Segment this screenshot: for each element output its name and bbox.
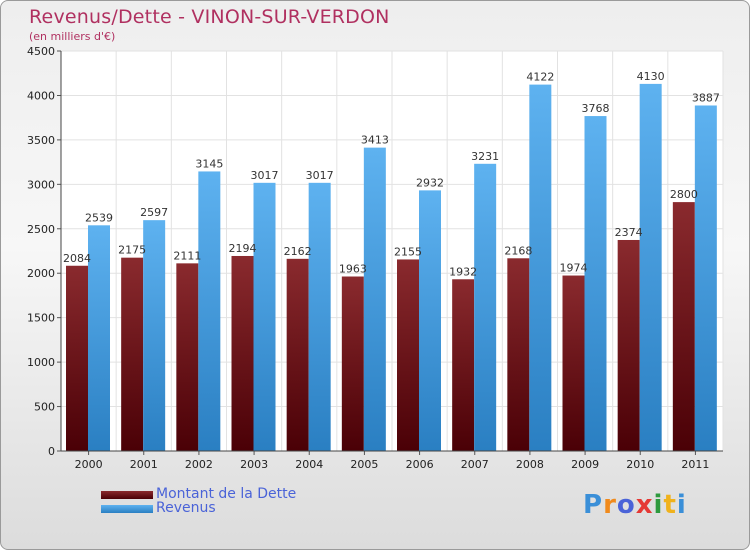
logo-letter: x: [635, 490, 654, 520]
logo-letter: t: [663, 490, 677, 520]
bars-layer: [66, 83, 717, 452]
value-label-revenue: 4122: [526, 71, 554, 84]
logo-letter: i: [676, 490, 687, 520]
y-tick-label: 1000: [27, 356, 55, 369]
value-label-debt: 2175: [118, 244, 146, 257]
value-label-debt: 2155: [394, 245, 422, 258]
value-label-revenue: 3231: [471, 150, 499, 163]
value-label-revenue: 2597: [140, 206, 168, 219]
bar-revenue: [198, 171, 221, 451]
bar-debt: [397, 259, 419, 451]
value-label-debt: 2111: [173, 249, 201, 262]
value-label-revenue: 2932: [416, 176, 444, 189]
bar-debt: [672, 202, 695, 451]
value-label-debt: 1932: [449, 265, 477, 278]
value-label-revenue: 3887: [692, 91, 720, 104]
bar-debt: [66, 265, 88, 451]
proxiti-logo: Proxiti: [583, 490, 687, 520]
value-label-revenue: 3017: [251, 169, 279, 182]
value-label-debt: 2162: [284, 245, 312, 258]
x-tick-label: 2007: [461, 458, 489, 471]
bar-revenue: [584, 116, 607, 452]
bar-debt: [452, 279, 475, 451]
y-tick-label: 2000: [27, 267, 55, 280]
value-label-revenue: 4130: [637, 70, 665, 83]
x-tick-label: 2000: [75, 458, 103, 471]
value-label-revenue: 3145: [195, 157, 223, 170]
value-label-revenue: 3768: [582, 102, 610, 115]
bar-revenue: [88, 225, 110, 451]
legend-swatch-debt: [101, 491, 153, 499]
bar-debt: [121, 257, 144, 451]
bar-revenue: [639, 83, 662, 451]
y-tick-label: 3500: [27, 134, 55, 147]
x-tick-label: 2003: [240, 458, 268, 471]
legend-label-revenue: Revenus: [156, 500, 216, 516]
bar-debt: [617, 239, 640, 451]
x-tick-label: 2002: [185, 458, 213, 471]
axis-layer: 0 500 1000 1500 2000 2500 3000 3500 4000 4500 2000…: [27, 45, 723, 471]
y-tick-label: 500: [34, 401, 55, 414]
bar-debt: [231, 255, 254, 451]
bar-debt: [507, 258, 530, 451]
logo-letter: P: [583, 490, 604, 520]
chart-title: Revenus/Dette - VINON-SUR-VERDON: [29, 6, 390, 28]
value-label-revenue: 3017: [306, 169, 334, 182]
legend-swatch-revenue: [101, 505, 153, 513]
y-tick-label: 3000: [27, 178, 55, 191]
value-label-revenue: 2539: [85, 211, 113, 224]
x-tick-label: 2009: [571, 458, 599, 471]
value-label-debt: 2084: [63, 252, 91, 265]
legend-label-debt: Montant de la Dette: [156, 486, 297, 502]
x-tick-label: 2011: [681, 458, 709, 471]
bar-revenue: [694, 105, 717, 451]
x-tick-label: 2006: [406, 458, 434, 471]
bar-revenue: [363, 147, 386, 451]
value-label-revenue: 3413: [361, 134, 389, 147]
bar-debt: [341, 276, 364, 451]
x-tick-label: 2004: [295, 458, 323, 471]
grid-layer: [60, 50, 724, 452]
bar-debt: [176, 263, 199, 451]
bar-revenue: [143, 220, 166, 451]
bar-debt: [562, 275, 585, 451]
y-tick-label: 1500: [27, 312, 55, 325]
x-tick-label: 2010: [626, 458, 654, 471]
bar-revenue: [419, 190, 441, 451]
value-label-debt: 2800: [670, 188, 698, 201]
labels-layer: 2084 2539 2175 2597 2111 3145 2194 3017 2162 3017…: [63, 70, 720, 278]
chart-subtitle: (en milliers d'€): [29, 30, 116, 43]
y-tick-label: 0: [48, 445, 55, 458]
value-label-debt: 1963: [339, 263, 367, 276]
logo-letter: o: [616, 490, 636, 520]
y-tick-label: 4000: [27, 89, 55, 102]
value-label-debt: 2168: [504, 244, 532, 257]
bar-revenue: [474, 163, 497, 452]
bar-revenue: [253, 182, 276, 452]
logo-letter: i: [653, 490, 664, 520]
y-tick-label: 2500: [27, 223, 55, 236]
bar-debt: [286, 258, 309, 451]
value-label-debt: 2374: [615, 226, 643, 239]
bar-revenue: [308, 182, 331, 452]
value-label-debt: 1974: [560, 262, 588, 275]
x-tick-label: 2001: [130, 458, 158, 471]
bar-revenue: [529, 84, 552, 451]
x-tick-label: 2005: [350, 458, 378, 471]
y-tick-label: 4500: [27, 45, 55, 58]
value-label-debt: 2194: [229, 242, 257, 255]
x-tick-label: 2008: [516, 458, 544, 471]
logo-letter: r: [603, 490, 617, 520]
